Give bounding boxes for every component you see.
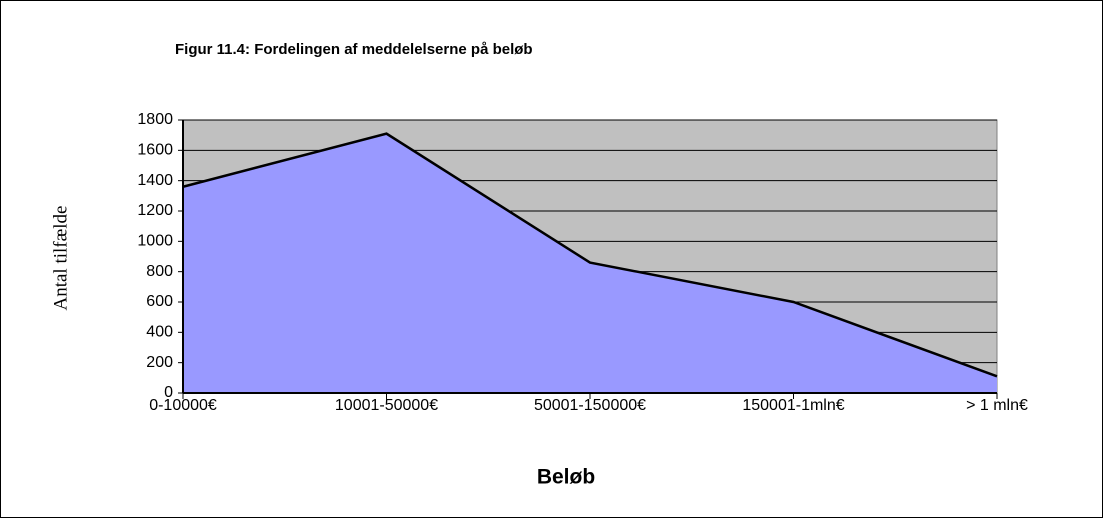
x-axis-label: Beløb: [537, 466, 595, 489]
y-tick-label: 1000: [137, 233, 173, 250]
y-tick-label: 1800: [137, 111, 173, 128]
y-tick-label: 1200: [137, 202, 173, 219]
x-tick-label: 10001-50000€: [335, 397, 438, 414]
y-tick-label: 400: [146, 324, 173, 341]
chart-title: Figur 11.4: Fordelingen af meddelelserne…: [175, 41, 533, 58]
y-tick-label: 200: [146, 354, 173, 371]
x-tick-label: 0-10000€: [149, 397, 217, 414]
line: [182, 132, 998, 378]
y-tick-label: 600: [146, 293, 173, 310]
x-tick-label: 50001-150000€: [534, 397, 646, 414]
x-tick-label: 150001-1mln€: [742, 397, 844, 414]
y-tick-label: 0: [164, 384, 173, 401]
y-axis-label: Antal tilfælde: [50, 205, 71, 310]
y-tick-label: 800: [146, 263, 173, 280]
x-tick-label: > 1 mln€: [966, 397, 1028, 414]
y-tick-label: 1400: [137, 172, 173, 189]
y-tick-label: 1600: [137, 142, 173, 159]
